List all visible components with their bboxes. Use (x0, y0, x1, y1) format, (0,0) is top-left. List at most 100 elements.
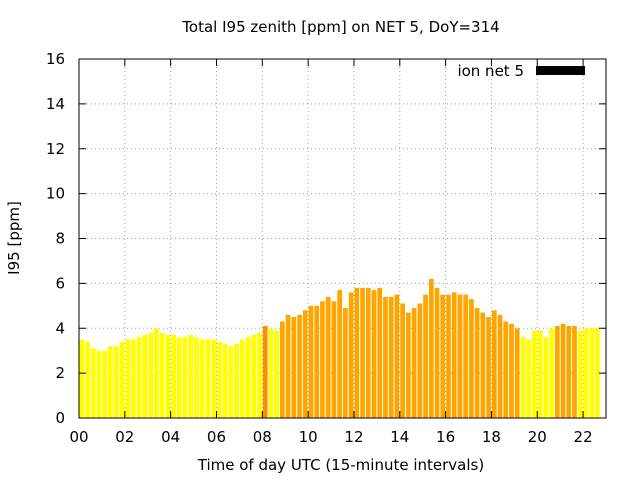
x-tick-label: 04 (161, 428, 180, 446)
bar (457, 294, 463, 418)
y-tick-label: 2 (55, 364, 65, 382)
bar (566, 326, 572, 418)
bar (509, 323, 514, 418)
bar (417, 303, 423, 418)
bar (85, 341, 90, 418)
legend: ion net 5 (457, 62, 585, 80)
bar (537, 330, 543, 418)
bar (400, 303, 406, 418)
bar (595, 328, 600, 418)
bar (251, 334, 257, 418)
legend-label: ion net 5 (457, 62, 524, 80)
bar (153, 328, 159, 418)
bar (572, 326, 577, 418)
bar (274, 330, 279, 418)
bar (131, 339, 136, 418)
bar (108, 346, 113, 418)
bar (428, 278, 434, 418)
bar (228, 346, 234, 418)
bar (239, 339, 245, 418)
bar (497, 314, 503, 418)
y-tick-label: 6 (55, 274, 65, 292)
bar (262, 326, 268, 418)
bar (377, 287, 383, 418)
x-tick-label: 20 (528, 428, 547, 446)
bar (337, 290, 342, 418)
x-tick-label: 18 (482, 428, 501, 446)
bar (320, 301, 325, 418)
bar (119, 341, 125, 418)
x-tick-label: 10 (299, 428, 318, 446)
bar (285, 314, 291, 418)
bar (102, 350, 108, 418)
bar (314, 305, 320, 418)
y-tick-label: 8 (55, 230, 65, 248)
bar (331, 301, 337, 418)
bar (589, 328, 595, 418)
x-tick-label: 12 (344, 428, 363, 446)
bar (182, 337, 188, 418)
bar (394, 294, 400, 418)
y-tick-label: 16 (46, 50, 65, 68)
bar (96, 350, 102, 418)
bar (383, 296, 388, 418)
x-tick-label: 22 (574, 428, 593, 446)
bar (325, 296, 331, 418)
bar (171, 334, 176, 418)
chart-title: Total I95 zenith [ppm] on NET 5, DoY=314 (181, 18, 499, 36)
bar (526, 339, 532, 418)
bar (549, 328, 554, 418)
bar (440, 294, 446, 418)
bar (211, 339, 216, 418)
x-axis-label: Time of day UTC (15-minute intervals) (197, 456, 484, 474)
bar (411, 308, 417, 418)
bar (503, 321, 509, 418)
bar (491, 310, 497, 418)
x-tick-label: 08 (253, 428, 272, 446)
bar (480, 312, 486, 418)
bar (434, 287, 440, 418)
y-tick-label: 12 (46, 140, 65, 158)
bar (532, 330, 537, 418)
bar (199, 339, 205, 418)
bar (279, 321, 285, 418)
y-tick-label: 0 (55, 409, 65, 427)
bar (245, 337, 251, 418)
bar (234, 343, 239, 418)
x-tick-label: 14 (390, 428, 409, 446)
bar (194, 337, 199, 418)
bar (297, 314, 302, 418)
bar (446, 294, 451, 418)
bar (308, 305, 314, 418)
bar (291, 317, 297, 418)
bar (560, 323, 566, 418)
bar (188, 334, 194, 418)
bar (486, 317, 491, 418)
bar (159, 332, 165, 418)
y-tick-label: 14 (46, 95, 65, 113)
bar (371, 290, 377, 418)
bar (257, 332, 262, 418)
bar (165, 334, 171, 418)
bar (360, 287, 365, 418)
bar (348, 292, 354, 418)
bar (343, 308, 348, 418)
y-tick-label: 4 (55, 319, 65, 337)
legend-swatch (536, 66, 585, 75)
bar (268, 328, 274, 418)
bar (543, 337, 549, 418)
bar (388, 296, 394, 418)
bar (520, 337, 526, 418)
y-tick-label: 10 (46, 185, 65, 203)
bar (354, 287, 360, 418)
x-tick-label: 02 (115, 428, 134, 446)
y-axis-label: I95 [ppm] (5, 201, 23, 275)
bar (406, 312, 411, 418)
bar (216, 341, 222, 418)
bar (583, 328, 589, 418)
bar (222, 343, 228, 418)
bar (423, 294, 428, 418)
x-tick-label: 16 (436, 428, 455, 446)
bar (79, 339, 85, 418)
